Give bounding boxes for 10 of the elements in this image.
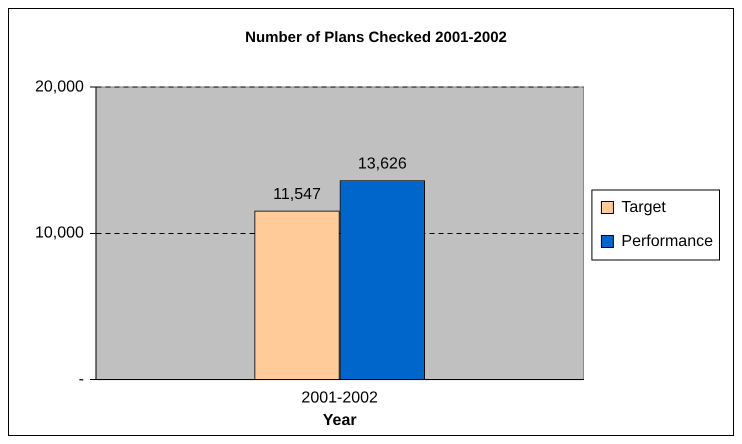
x-axis-title: Year: [322, 412, 357, 429]
legend-label: Performance: [621, 232, 714, 250]
data-label: 11,547: [273, 186, 321, 204]
y-tick-label: 10,000: [35, 224, 84, 242]
y-tick-label: -: [78, 371, 84, 388]
y-tick-label: 20,000: [35, 78, 84, 96]
data-label: 13,626: [358, 156, 407, 173]
x-tick-label: 2001-2002: [301, 390, 378, 407]
chart-title: Number of Plans Checked 2001-2002: [245, 29, 507, 46]
legend-label: Target: [621, 198, 666, 216]
